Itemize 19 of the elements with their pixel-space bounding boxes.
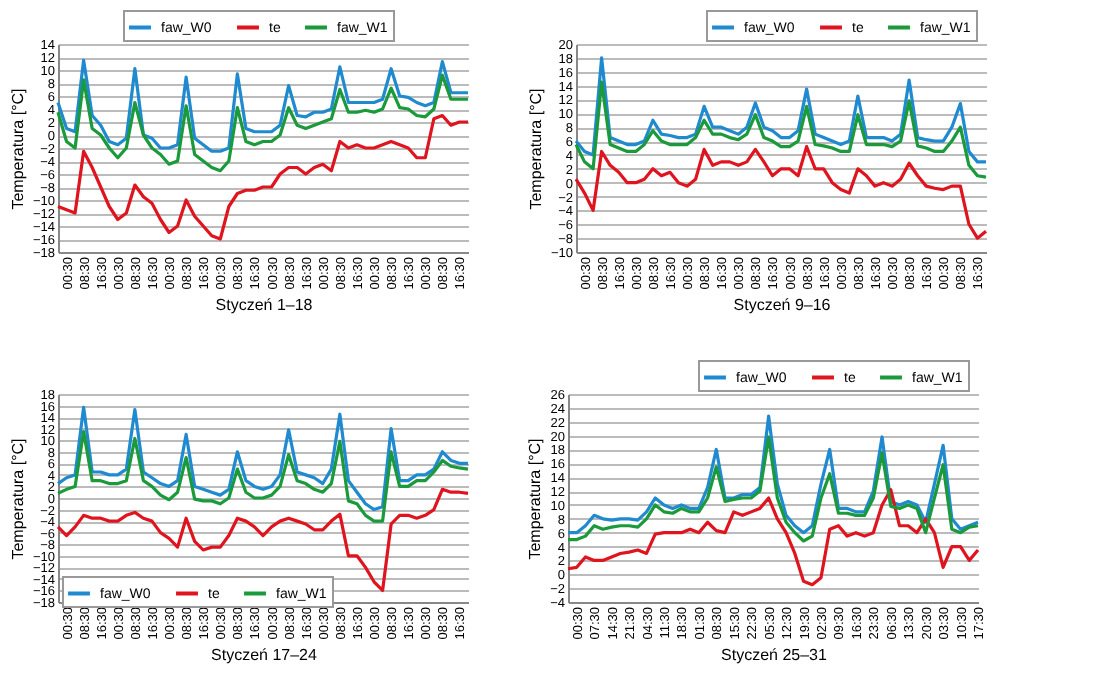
line-series <box>56 405 470 512</box>
x-axis-title: Styczeń 9–16 <box>733 295 832 314</box>
line-series <box>574 56 988 164</box>
line-series <box>566 488 980 587</box>
x-axis-title: Styczeń 1–18 <box>215 295 314 314</box>
line-series <box>56 113 470 241</box>
line-series <box>56 429 470 523</box>
x-axis-title: Styczeń 17–24 <box>211 645 319 664</box>
y-axis-title: Temperatura [°C] <box>8 438 27 560</box>
y-axis-title: Temperatura [°C] <box>526 88 545 210</box>
y-axis-title: Temperatura [°C] <box>526 438 545 560</box>
line-series <box>574 145 988 240</box>
line-series <box>574 80 988 179</box>
line-series <box>56 73 470 173</box>
y-axis-title: Temperatura [°C] <box>8 88 27 210</box>
line-series <box>56 58 470 153</box>
x-axis-title: Styczeń 25–31 <box>721 645 829 664</box>
line-series <box>566 435 980 543</box>
line-series <box>566 414 980 535</box>
